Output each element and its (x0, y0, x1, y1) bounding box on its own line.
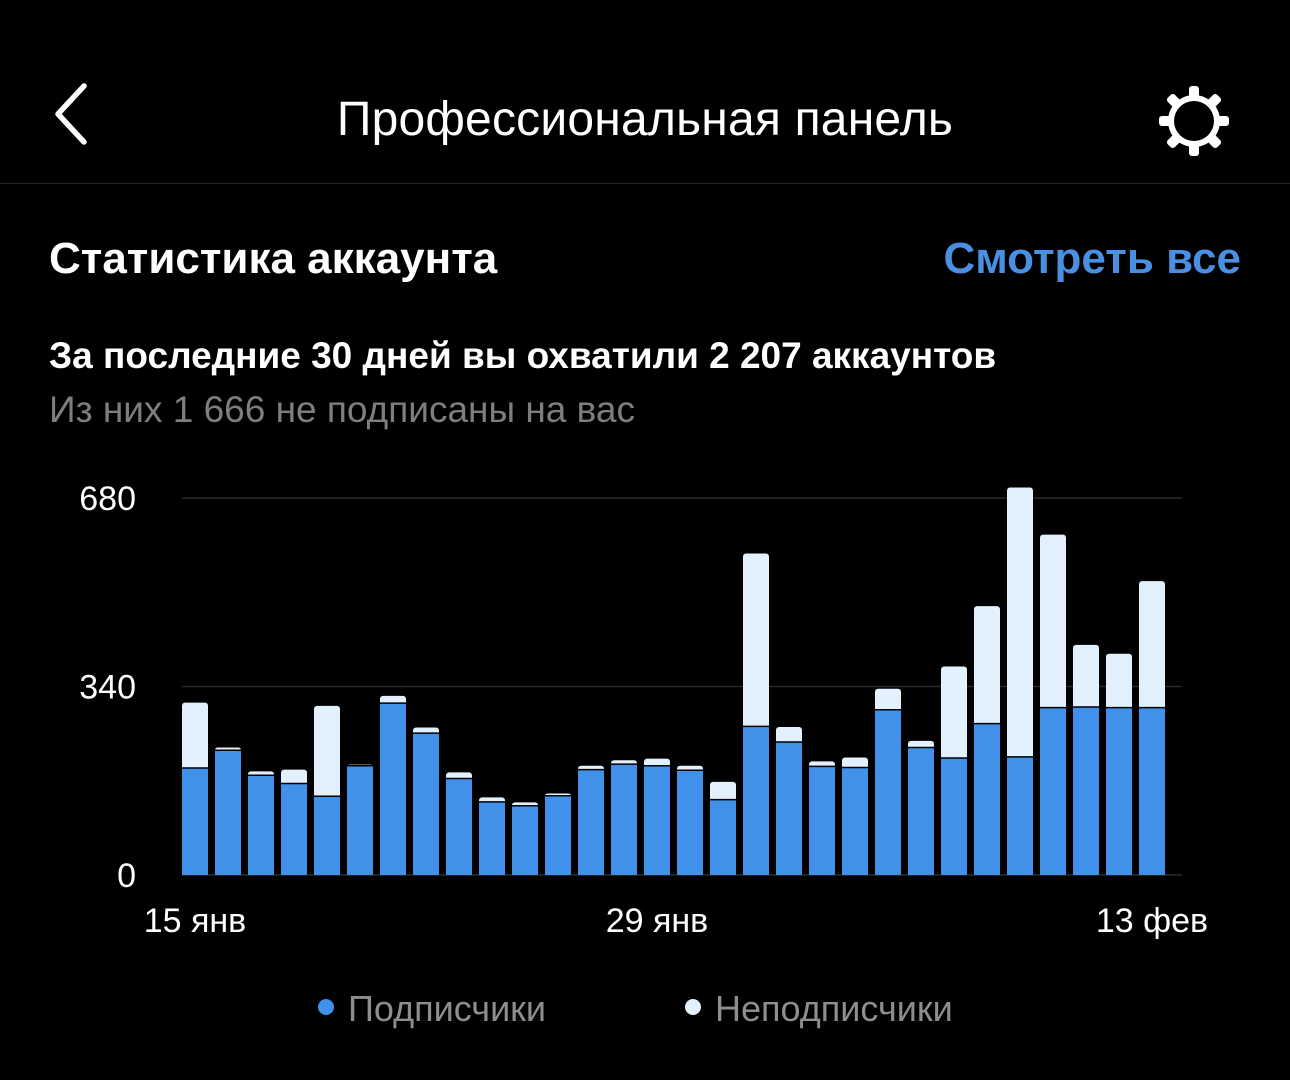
legend-item-followers: Подписчики (318, 988, 546, 1030)
bar-followers (347, 765, 373, 875)
reach-summary: За последние 30 дней вы охватили 2 207 а… (49, 335, 997, 376)
bar-followers (512, 805, 538, 875)
reach-bar-chart: 680 340 015 янв 29 янв 13 фев (79, 480, 1208, 940)
non-followers-dot (685, 999, 701, 1016)
bar-non-followers (182, 702, 208, 770)
bar-non-followers (710, 781, 736, 802)
bar-followers (908, 747, 934, 875)
section-title: Статистика аккаунта (49, 234, 498, 283)
bar-non-followers (1007, 487, 1033, 759)
top-bar: Профессиональная панель (0, 0, 1290, 184)
legend-label-followers: Подписчики (348, 988, 547, 1029)
x-tick-label: 13 фев (1096, 902, 1208, 940)
y-tick-label: 340 (79, 669, 136, 707)
see-all-link[interactable]: Смотреть все (943, 234, 1241, 283)
reach-subline: Из них 1 666 не подписаны на вас (49, 389, 635, 430)
bar-followers (842, 767, 868, 875)
bar-non-followers (743, 553, 769, 729)
bar-followers (182, 767, 208, 875)
x-tick-label: 15 янв (144, 902, 247, 940)
bar-non-followers (1073, 644, 1099, 710)
x-tick-label: 29 янв (606, 902, 709, 940)
bar-followers (743, 726, 769, 875)
legend-label-non-followers: Неподписчики (715, 988, 953, 1029)
followers-dot (318, 999, 334, 1016)
bar-non-followers (776, 726, 802, 744)
bar-followers (1073, 707, 1099, 875)
bar-followers (1106, 707, 1132, 875)
bar-followers (974, 723, 1000, 875)
bar-non-followers (1139, 581, 1165, 710)
page-title: Профессиональная панель (336, 93, 954, 146)
bar-followers (710, 799, 736, 875)
y-tick-label: 680 (79, 480, 136, 518)
bar-followers (479, 801, 505, 875)
bar-followers (644, 765, 670, 875)
bar-followers (446, 778, 472, 875)
bar-followers (611, 764, 637, 875)
bar-non-followers (941, 666, 967, 761)
bar-followers (578, 769, 604, 875)
bar-non-followers (974, 606, 1000, 726)
bar-followers (248, 775, 274, 875)
bar-followers (1007, 756, 1033, 875)
bar-followers (809, 766, 835, 875)
bar-followers (413, 733, 439, 875)
bar-followers (281, 783, 307, 875)
bar-followers (215, 750, 241, 875)
bar-followers (875, 709, 901, 875)
chevron-left-icon[interactable] (50, 80, 100, 150)
bar-non-followers (1040, 534, 1066, 710)
bar-followers (380, 703, 406, 875)
gear-icon[interactable] (1158, 85, 1230, 157)
bar-followers (314, 796, 340, 875)
bar-non-followers (875, 688, 901, 712)
bar-followers (1139, 707, 1165, 875)
bar-followers (776, 741, 802, 875)
bar-non-followers (1106, 653, 1132, 710)
bar-followers (545, 795, 571, 875)
bar-non-followers (842, 757, 868, 770)
y-tick-label: 0 (117, 857, 136, 895)
bar-followers (941, 758, 967, 875)
bar-followers (1040, 707, 1066, 875)
chart-legend: Подписчики Неподписчики (0, 988, 1290, 1038)
bar-non-followers (281, 769, 307, 786)
bar-followers (677, 770, 703, 875)
legend-item-non-followers: Неподписчики (685, 988, 953, 1030)
bar-non-followers (314, 705, 340, 799)
